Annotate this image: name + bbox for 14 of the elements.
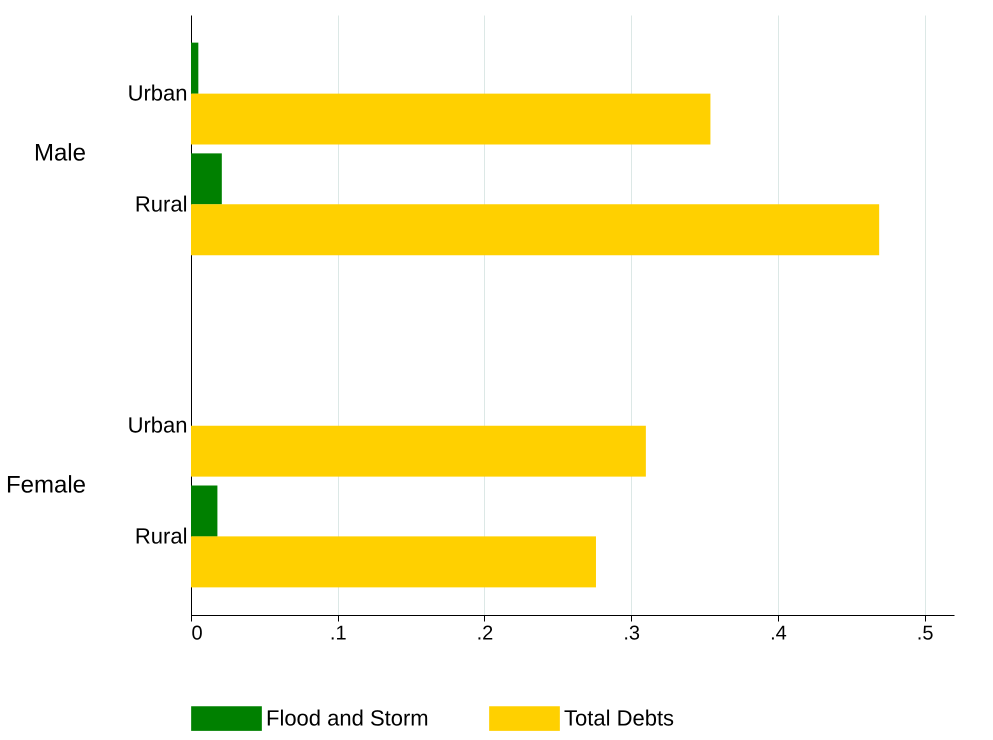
y-tick-label: Urban [128, 80, 188, 106]
x-tick-label: .3 [623, 622, 640, 644]
y-tick-label: Rural [134, 191, 188, 216]
text: Male [34, 139, 86, 166]
x-tick-label: 0 [192, 622, 203, 644]
x-tick-label: .2 [476, 622, 494, 644]
y-tick-label: Urban [128, 412, 188, 438]
text: Female [6, 471, 86, 498]
x-tick-label: .5 [916, 622, 934, 644]
x-tick-label: .1 [330, 622, 347, 644]
x-tick-label: .4 [770, 622, 787, 644]
legend-label: Total Debts [564, 706, 674, 731]
y-tick-label: Rural [134, 523, 188, 548]
legend-label: Flood and Storm [266, 706, 429, 731]
